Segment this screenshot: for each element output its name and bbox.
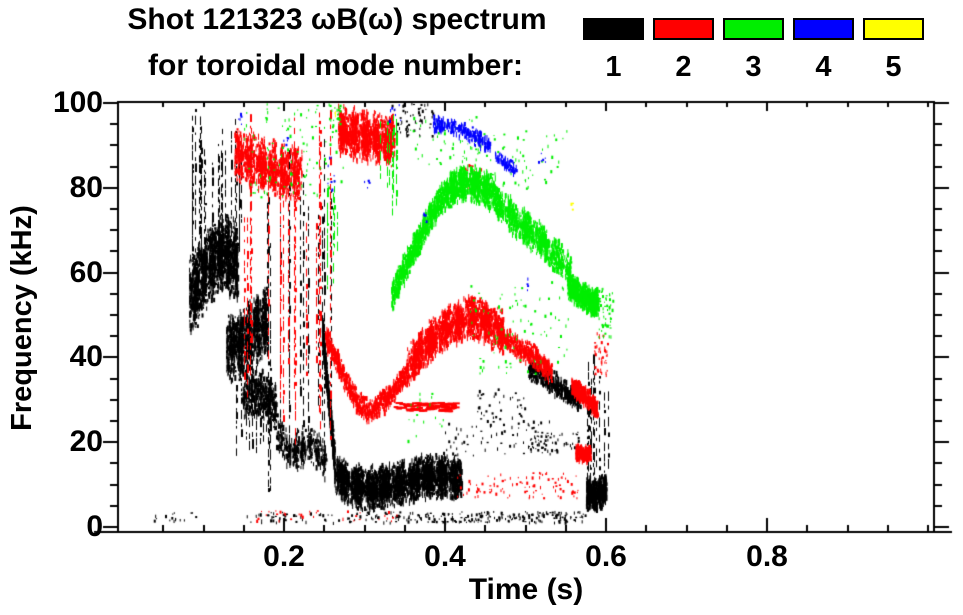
x-axis-label: Time (s): [468, 573, 584, 606]
y-axis-label: Frequency (kHz): [6, 205, 38, 431]
legend-label-n1: 1: [605, 51, 622, 83]
y-tick-label: 20: [69, 425, 103, 459]
x-tick-label: 0.4: [424, 540, 466, 573]
y-tick-label: 0: [86, 510, 103, 543]
y-tick-label: 60: [69, 255, 103, 289]
legend-label-n3: 3: [745, 51, 762, 83]
x-tick-label: 0.2: [263, 540, 305, 573]
legend-swatch-n4: [793, 18, 854, 40]
y-tick-label: 100: [52, 86, 103, 119]
legend-swatch-n3: [723, 18, 784, 40]
y-tick-label: 80: [69, 170, 103, 204]
legend-label-n5: 5: [885, 51, 902, 83]
legend-swatch-n5: [863, 18, 924, 40]
chart-title-line1: Shot 121323 ωB(ω) spectrum: [127, 3, 547, 36]
y-tick-label: 40: [69, 340, 103, 374]
legend-swatch-n2: [653, 18, 714, 40]
legend-label-n2: 2: [675, 51, 692, 83]
legend-swatch-n1: [583, 18, 644, 40]
legend-label-n4: 4: [815, 51, 832, 83]
x-tick-label: 0.6: [585, 540, 627, 573]
x-tick-label: 0.8: [746, 540, 788, 573]
chart-title-line2: for toroidal mode number:: [148, 49, 523, 82]
